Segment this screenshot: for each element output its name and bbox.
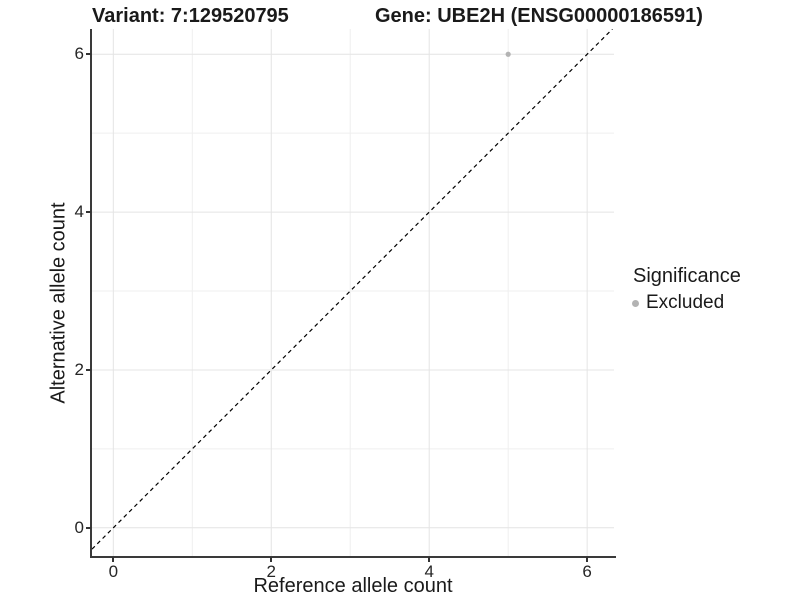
data-point — [505, 51, 511, 57]
y-axis-line — [90, 29, 92, 557]
y-tick-label: 4 — [74, 202, 84, 222]
legend-item: Excluded — [630, 292, 741, 314]
x-tick-mark — [586, 557, 589, 562]
legend-point-icon — [632, 299, 639, 307]
x-tick-label: 2 — [266, 562, 276, 581]
x-tick-mark — [428, 557, 431, 562]
variant-title: Variant: 7:129520795 — [92, 5, 289, 27]
y-tick-label: 2 — [74, 359, 84, 379]
x-tick-mark — [270, 557, 273, 562]
x-tick-mark — [112, 557, 115, 562]
x-tick-label: 4 — [424, 562, 434, 581]
identity-reference-line — [92, 29, 613, 550]
plot-panel — [92, 29, 614, 557]
x-axis-line — [90, 556, 616, 558]
legend-title: Significance — [633, 265, 741, 287]
gene-title: Gene: UBE2H (ENSG00000186591) — [375, 5, 703, 27]
y-tick-mark — [86, 211, 91, 214]
legend-items: Excluded — [630, 292, 741, 314]
x-tick-label: 0 — [108, 562, 119, 581]
legend-item-label: Excluded — [646, 292, 725, 313]
x-axis-title: Reference allele count — [253, 575, 453, 597]
y-tick-label: 6 — [74, 44, 84, 64]
y-tick-mark — [86, 526, 91, 529]
plot-canvas — [92, 29, 614, 557]
legend: Significance Excluded — [630, 265, 741, 314]
y-tick-mark — [86, 368, 91, 371]
y-tick-mark — [86, 53, 91, 56]
y-tick-label: 0 — [74, 517, 84, 537]
x-tick-label: 6 — [582, 562, 592, 581]
